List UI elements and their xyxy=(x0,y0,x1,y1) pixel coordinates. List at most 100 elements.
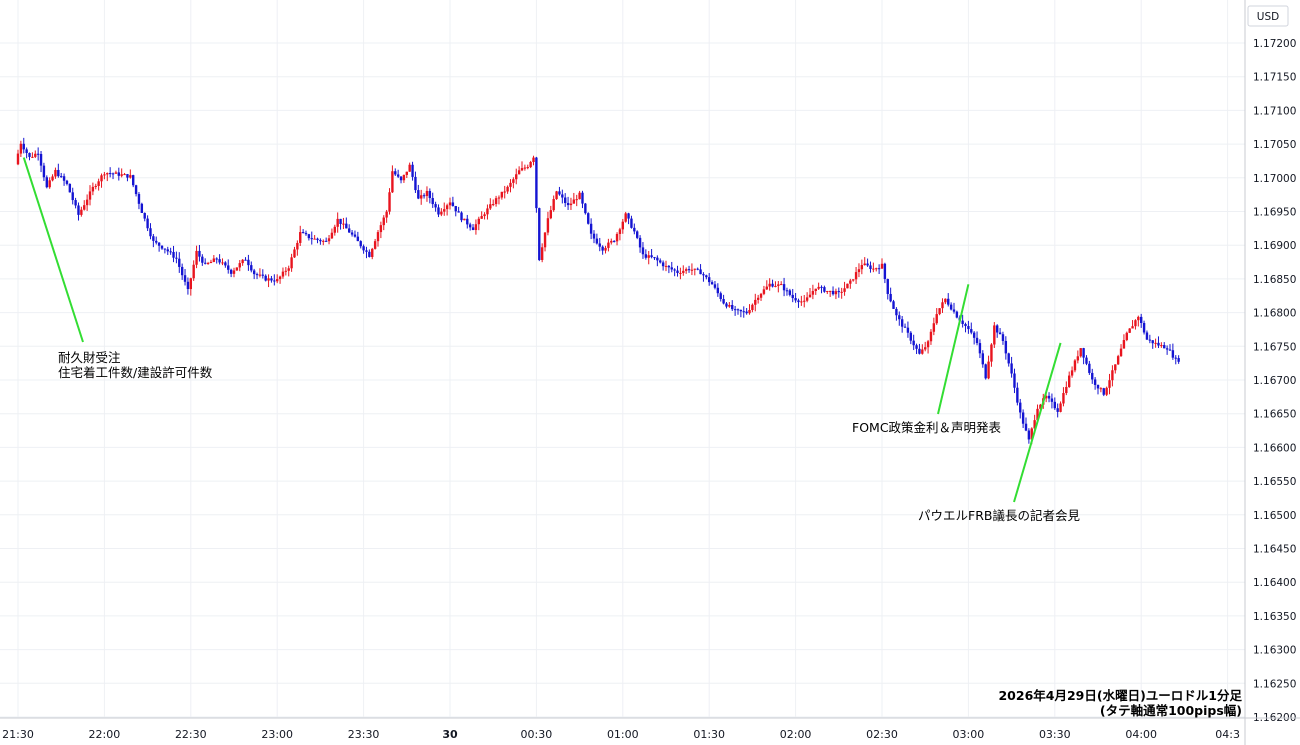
candle xyxy=(19,140,23,157)
candle-body xyxy=(687,269,691,271)
candle xyxy=(538,207,541,262)
candle xyxy=(993,322,996,348)
price-axis[interactable]: 1.17200 1.17150 1.17100 1.17050 1.17000 1.169… xyxy=(1244,0,1296,745)
candle-body xyxy=(137,194,141,204)
x-tick-label: 02:00 xyxy=(780,728,812,741)
candle xyxy=(1099,387,1103,393)
candle-body xyxy=(512,179,515,183)
candle-body xyxy=(307,234,311,239)
candle xyxy=(399,175,403,184)
candle-body xyxy=(126,174,129,178)
candle xyxy=(814,288,817,295)
candle-body xyxy=(970,329,973,333)
candle xyxy=(598,237,601,252)
candle-body xyxy=(506,186,509,192)
candle xyxy=(1065,381,1068,396)
candle xyxy=(944,298,947,305)
candle xyxy=(376,229,380,247)
candle xyxy=(929,329,933,345)
candle xyxy=(155,236,158,245)
candle xyxy=(866,258,869,267)
y-tick-label: 1.16950 xyxy=(1253,207,1296,219)
candle-body xyxy=(990,344,993,362)
candle-body xyxy=(705,275,708,278)
candle xyxy=(569,197,573,210)
candle-body xyxy=(97,181,100,186)
caption-line2: (タテ軸通常100pips幅) xyxy=(1100,703,1242,718)
candle-body xyxy=(431,198,434,205)
candle-body xyxy=(48,180,51,188)
candle xyxy=(788,288,792,297)
candle xyxy=(754,293,757,312)
candle xyxy=(768,278,771,291)
candle-body xyxy=(682,270,685,273)
candle-body xyxy=(405,171,408,175)
candle-body xyxy=(546,218,550,233)
candle-body xyxy=(857,269,861,273)
candle xyxy=(1070,366,1074,378)
candle-body xyxy=(88,191,92,200)
candle xyxy=(984,363,987,380)
candle-body xyxy=(451,202,455,207)
candle-body xyxy=(1047,395,1051,399)
time-axis[interactable]: 21:30 22:00 22:30 23:00 23:30 30 00:30 01:00 01:… xyxy=(0,717,1300,741)
candle xyxy=(886,278,889,300)
candle xyxy=(898,311,901,326)
currency-label[interactable]: USD xyxy=(1247,5,1289,27)
candle-body xyxy=(972,332,976,338)
candle xyxy=(348,224,351,233)
candle xyxy=(644,249,648,260)
candle-body xyxy=(877,268,881,270)
candle xyxy=(661,260,665,271)
candle xyxy=(892,299,895,309)
candle-body xyxy=(77,205,80,215)
candle-body xyxy=(1079,348,1082,357)
candle xyxy=(440,208,443,217)
candle-body xyxy=(264,275,267,281)
candle-body xyxy=(794,298,797,301)
candle-body xyxy=(299,232,302,243)
candle xyxy=(466,214,469,229)
candle-body xyxy=(83,205,86,210)
candle xyxy=(731,300,734,312)
candle xyxy=(1168,344,1172,351)
candle xyxy=(394,168,397,176)
candle-body xyxy=(641,247,645,255)
candle-body xyxy=(523,167,527,169)
x-tick-label: 22:00 xyxy=(89,728,121,741)
candle-body xyxy=(281,271,285,277)
candle-body xyxy=(411,164,414,177)
candle xyxy=(509,179,512,193)
candle xyxy=(736,308,740,315)
candle-body xyxy=(428,190,432,199)
candle-body xyxy=(996,325,999,333)
candle-body xyxy=(339,218,342,224)
candle xyxy=(1165,345,1169,355)
candle xyxy=(152,233,155,248)
candle xyxy=(794,293,797,303)
candle-body xyxy=(1142,322,1146,333)
candle xyxy=(656,255,659,267)
candle xyxy=(972,331,976,345)
candle-body xyxy=(198,250,201,257)
candle-body xyxy=(575,199,578,201)
candle-body xyxy=(255,274,259,276)
candle xyxy=(1174,355,1177,365)
candle-body xyxy=(900,319,904,327)
candle xyxy=(725,302,728,309)
candle-body xyxy=(1076,356,1080,361)
candle xyxy=(555,190,558,200)
y-tick-label: 1.16300 xyxy=(1253,645,1296,657)
candle xyxy=(771,279,774,288)
candle-body xyxy=(708,277,711,283)
annotation-label: 住宅着工件数/建設許可件数 xyxy=(58,365,213,380)
candle-body xyxy=(889,293,892,302)
candle-body xyxy=(293,249,296,258)
candle-body xyxy=(745,311,748,314)
candle xyxy=(111,172,115,180)
y-tick-label: 1.17000 xyxy=(1253,173,1296,185)
candle-body xyxy=(771,283,774,287)
candle-body xyxy=(1114,364,1117,371)
candle xyxy=(368,249,371,258)
